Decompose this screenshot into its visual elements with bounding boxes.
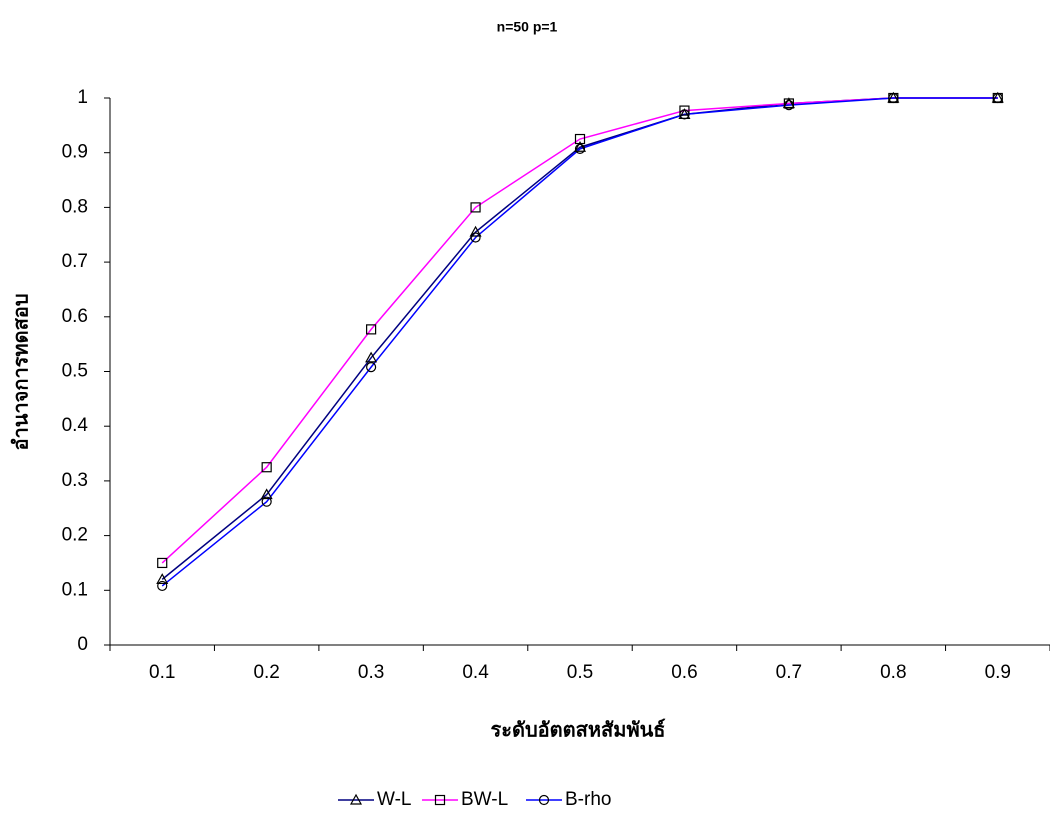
chart-title: n=50 p=1: [497, 19, 558, 35]
series-line: [161, 97, 998, 580]
data-point: [574, 143, 586, 154]
y-tick-label: 0.4: [62, 415, 89, 436]
y-tick-label: 0.8: [62, 196, 88, 217]
x-tick-label: 0.2: [253, 662, 279, 683]
data-point: [366, 362, 377, 373]
data-point: [679, 109, 690, 120]
data-point: [156, 573, 169, 584]
data-point: [469, 225, 482, 237]
legend-marker: [538, 794, 550, 806]
series-line: [161, 97, 998, 564]
x-tick-label: 0.8: [880, 662, 906, 683]
data-point: [157, 580, 168, 592]
y-tick-label: 1: [77, 87, 88, 108]
x-tick-label: 0.5: [567, 662, 593, 683]
x-tick-label: 0.1: [149, 662, 175, 683]
data-point: [261, 496, 272, 507]
data-point: [260, 488, 273, 500]
x-axis-title: ระดับอัตตสหสัมพันธ์: [491, 718, 666, 741]
data-point: [573, 140, 587, 152]
y-tick-label: 0.7: [62, 251, 88, 272]
series-line: [161, 97, 998, 587]
legend-label: B-rho: [565, 789, 611, 810]
data-point: [157, 557, 168, 569]
legend-label: BW-L: [461, 789, 508, 810]
y-tick-label: 0.1: [62, 579, 88, 600]
data-point: [470, 202, 481, 213]
y-tick-label: 0: [77, 634, 88, 655]
data-point: [365, 351, 378, 363]
y-tick-label: 0.5: [62, 361, 88, 382]
data-point: [261, 462, 272, 473]
x-tick-label: 0.7: [776, 662, 802, 683]
x-tick-label: 0.9: [985, 662, 1011, 683]
y-tick-label: 0.6: [62, 306, 88, 327]
data-point: [992, 92, 1003, 104]
data-point: [679, 105, 690, 116]
data-point: [888, 92, 899, 104]
data-point: [783, 100, 794, 111]
legend-marker: [434, 794, 446, 806]
legend-label: W-L: [377, 789, 411, 810]
x-tick-label: 0.4: [462, 662, 489, 683]
y-axis-title: อำนาจการทดสอบ: [10, 293, 32, 450]
data-point: [574, 133, 586, 145]
data-point: [470, 232, 481, 243]
data-point: [366, 324, 377, 335]
x-tick-label: 0.3: [358, 662, 384, 683]
y-tick-label: 0.9: [62, 142, 88, 163]
y-tick-label: 0.3: [62, 470, 88, 491]
legend-marker: [349, 793, 363, 805]
x-tick-label: 0.6: [671, 662, 697, 683]
y-tick-label: 0.2: [62, 525, 88, 546]
